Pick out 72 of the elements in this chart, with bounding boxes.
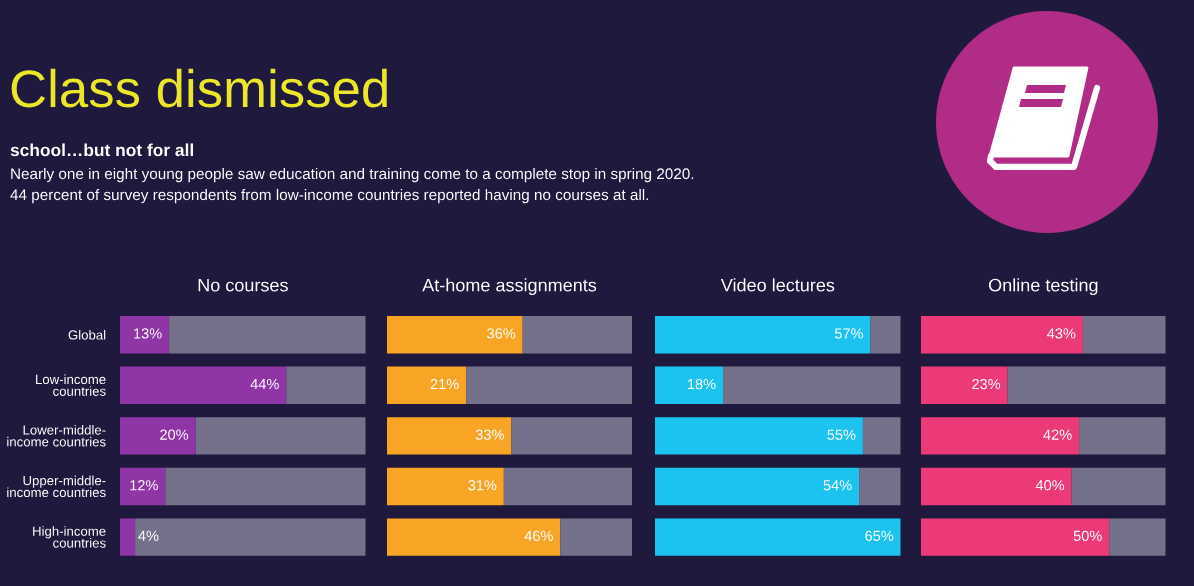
bar (1109, 518, 1166, 556)
data-label: 33% (475, 429, 504, 440)
text: Class dismissed (11, 68, 387, 108)
bar (120, 467, 166, 506)
bar (466, 366, 632, 405)
bar (135, 518, 366, 556)
bar (286, 366, 366, 405)
bar (387, 417, 512, 455)
data-label: 36% (487, 328, 516, 339)
bar (1079, 417, 1166, 455)
data-label: 50% (1073, 530, 1102, 542)
data-label: 54% (823, 480, 852, 491)
bar (1082, 315, 1166, 354)
bar (862, 417, 901, 455)
chart-title: At-home assignments (422, 278, 597, 296)
text: Nearly one in eight young people saw education and training come to a complete stop in spring 2020. (11, 167, 694, 183)
bar (655, 315, 871, 354)
data-label: 65% (865, 530, 894, 542)
data-label: 46% (524, 530, 553, 542)
y-tick-label: Lower-middle- income countries (7, 424, 106, 447)
chart-title: Online testing (989, 278, 1098, 296)
bar (522, 315, 632, 354)
bar (921, 518, 1110, 556)
bar (1071, 467, 1166, 506)
data-label: 40% (1035, 480, 1065, 491)
bar (870, 315, 901, 354)
data-label: 57% (834, 328, 863, 339)
bar (723, 366, 901, 405)
bar (921, 315, 1083, 354)
bar (387, 366, 467, 405)
data-label: 23% (972, 378, 1001, 390)
bar (165, 467, 366, 506)
bar (1007, 366, 1166, 405)
bar (655, 467, 860, 506)
text: 44 percent of survey respondents from low-income countries reported having no courses at all. (10, 188, 649, 204)
bar (921, 366, 1008, 405)
bar (560, 518, 632, 556)
bar (195, 417, 366, 455)
bar (921, 417, 1080, 455)
bar (655, 417, 863, 455)
bar (655, 518, 901, 556)
data-label: 43% (1047, 328, 1076, 339)
bar (120, 366, 287, 405)
data-label: 13% (134, 328, 162, 339)
bar (503, 467, 632, 506)
bar (655, 366, 724, 405)
bar (120, 315, 170, 354)
chart-title: Video lectures (720, 278, 835, 292)
bar (859, 467, 901, 506)
y-tick-label: Upper-middle- income countries (7, 475, 106, 498)
bar (120, 417, 196, 455)
bar (387, 315, 523, 354)
bar (169, 315, 366, 354)
data-label: 18% (688, 378, 716, 390)
y-tick-label: High-income countries (33, 526, 106, 548)
text: school…but not for all (10, 143, 193, 157)
data-label: 4% (138, 530, 159, 541)
y-tick-label: Low-income countries (36, 374, 106, 396)
data-label: 12% (130, 480, 158, 491)
data-label: 44% (250, 378, 279, 390)
data-label: 42% (1043, 429, 1072, 440)
y-tick-label: Global (68, 329, 106, 340)
data-label: 20% (160, 429, 189, 440)
chart-title: No courses (198, 278, 288, 292)
data-label: 21% (430, 378, 459, 390)
data-label: 31% (468, 480, 497, 491)
bar (387, 467, 504, 506)
bar (387, 518, 561, 556)
bar (921, 467, 1072, 506)
bar (511, 417, 632, 455)
data-label: 55% (827, 429, 856, 440)
bar (120, 518, 136, 556)
